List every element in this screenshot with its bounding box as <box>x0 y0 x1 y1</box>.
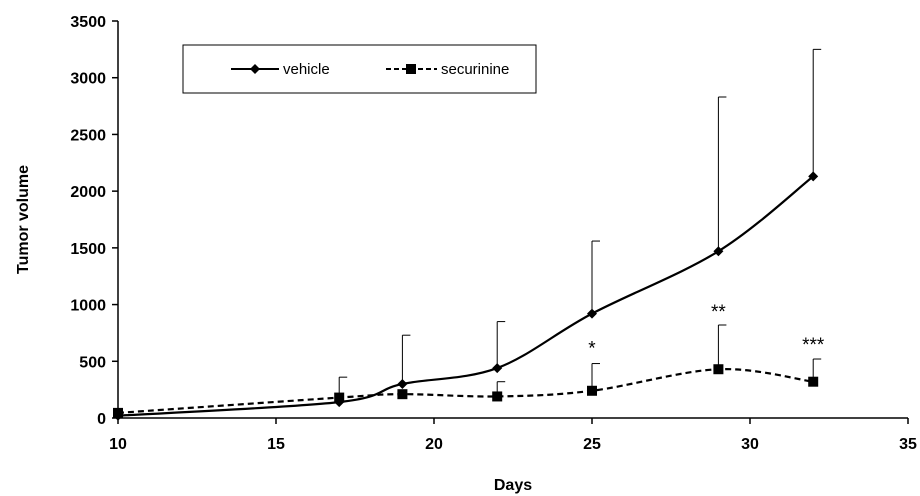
y-tick-label: 2000 <box>70 184 106 201</box>
y-tick-label: 0 <box>97 411 106 428</box>
significance-annotations: ****** <box>588 302 825 359</box>
y-tick-label: 3500 <box>70 14 106 31</box>
data-point-vehicle <box>587 308 597 319</box>
data-point-securinine <box>808 376 819 387</box>
axes <box>112 20 909 424</box>
y-tick-label: 1000 <box>70 298 106 315</box>
y-axis-title: Tumor volume <box>15 165 32 274</box>
series-lines <box>117 175 814 417</box>
x-axis-title: Days <box>494 477 532 494</box>
error-bars <box>338 48 822 398</box>
data-point-securinine <box>492 391 503 402</box>
y-tick-label: 1500 <box>70 241 106 258</box>
data-point-securinine <box>587 385 597 396</box>
data-point-securinine <box>334 392 345 403</box>
data-point-vehicle <box>492 363 503 374</box>
legend-label-securinine: securinine <box>441 61 509 78</box>
x-tick-label: 15 <box>267 436 285 453</box>
y-tick-label: 3000 <box>70 71 106 88</box>
y-tick-label: 2500 <box>70 127 106 144</box>
y-tick-label: 500 <box>79 354 106 371</box>
legend-marker-securinine <box>406 64 416 74</box>
x-tick-label: 25 <box>583 436 601 453</box>
data-point-vehicle <box>713 246 724 257</box>
legend-marker-vehicle <box>250 64 260 74</box>
data-point-vehicle <box>397 378 408 389</box>
data-markers <box>113 171 819 421</box>
x-tick-label: 30 <box>741 436 759 453</box>
data-point-securinine <box>397 389 408 400</box>
legend-label-vehicle: vehicle <box>283 61 330 78</box>
data-point-securinine <box>713 364 724 375</box>
x-tick-label: 20 <box>425 436 443 453</box>
legend: vehicle securinine <box>182 44 537 94</box>
x-tick-label: 10 <box>109 436 127 453</box>
x-tick-label: 35 <box>899 436 917 453</box>
significance-marker: *** <box>802 335 825 356</box>
data-point-vehicle <box>808 171 819 182</box>
significance-marker: * <box>588 338 596 359</box>
series-line-vehicle <box>117 175 814 417</box>
significance-marker: ** <box>711 302 726 323</box>
tick-labels: 0 500 1000 1500 2000 2500 3000 3500 10 15 20 25 30 35 <box>70 14 917 453</box>
